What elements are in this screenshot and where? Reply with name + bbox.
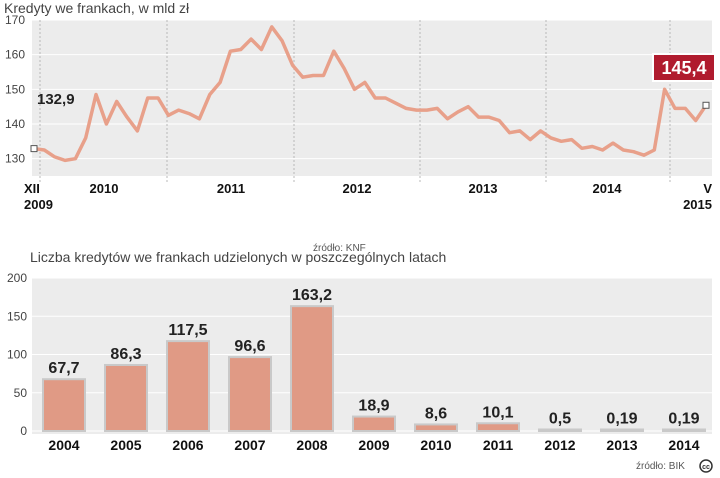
line-chart-y-tick-label: 170: [5, 13, 25, 27]
bar-chart-source: źródło: BIK: [636, 461, 685, 472]
bar-chart-value-label: 96,6: [234, 338, 265, 355]
bar-chart-bar: [290, 305, 334, 433]
bar-chart-bar: [352, 415, 396, 433]
line-chart-x-tick-label: 2013: [469, 181, 498, 196]
cc-icon: cc: [699, 459, 713, 473]
bar-chart: Liczba kredytów we frankach udzielonych …: [7, 249, 712, 472]
bar-chart-y-tick-label: 150: [7, 309, 27, 323]
bar-chart-x-tick-label: 2014: [668, 437, 699, 453]
bar-chart-x-tick-label: 2011: [483, 437, 514, 453]
line-chart-plot-area: [32, 20, 712, 176]
line-chart-y-tick-label: 130: [5, 152, 25, 166]
bar-chart-x-tick-label: 2013: [606, 437, 637, 453]
bar-chart-x-tick-label: 2009: [358, 437, 389, 453]
line-chart-source: źródło: KNF: [313, 243, 366, 254]
cc-badge-text: cc: [702, 464, 710, 471]
line-chart-x-tick-label: 2014: [593, 181, 623, 196]
bar-chart-bar: [476, 422, 520, 432]
line-chart-x-tick-label: 2011: [217, 181, 245, 196]
line-chart-x-tick-label: 2012: [343, 181, 372, 196]
bar-chart-value-label: 117,5: [168, 322, 207, 339]
bar-chart-x-tick-label: 2004: [48, 437, 79, 453]
bar-chart-title: Liczba kredytów we frankach udzielonych …: [30, 249, 446, 265]
bar-chart-value-label: 0,19: [606, 411, 637, 428]
bar-chart-y-tick-label: 200: [7, 271, 27, 285]
bar-chart-value-label: 0,5: [549, 411, 571, 428]
line-chart-start-value-label: 132,9: [37, 91, 75, 108]
bar-chart-x-tick-label: 2012: [544, 437, 575, 453]
line-chart-series-line: [32, 25, 708, 163]
bar-chart-bar: [42, 378, 86, 433]
bar-chart-x-tick-label: 2005: [110, 437, 141, 453]
line-chart-x-tick-sublabel: 2009: [24, 197, 53, 212]
line-chart-x-tick-label: V: [703, 181, 712, 196]
line-chart-end-value-badge: [652, 53, 716, 82]
line-chart: Kredyty we frankach, w mld zł 130 140 150 1…: [4, 0, 716, 254]
line-chart-end-marker: [702, 101, 710, 109]
bar-chart-bar: [104, 363, 148, 432]
line-chart-x-tick-label: 2010: [90, 181, 119, 196]
line-chart-x-tick-label: XII: [24, 181, 40, 196]
bar-chart-value-label: 67,7: [48, 360, 79, 377]
bar-chart-x-tick-label: 2007: [234, 437, 265, 453]
bar-chart-y-tick-label: 0: [20, 424, 27, 438]
bar-chart-bar: [166, 340, 210, 432]
bar-chart-bar: [538, 428, 582, 432]
bar-chart-bar: [600, 428, 644, 432]
line-chart-y-tick-label: 150: [5, 82, 25, 96]
bar-chart-value-label: 10,1: [482, 404, 513, 421]
bar-chart-value-label: 18,9: [358, 398, 389, 415]
bar-chart-x-tick-label: 2008: [296, 437, 327, 453]
bar-chart-bar: [414, 423, 458, 432]
bar-chart-bar: [662, 428, 706, 432]
bar-chart-value-label: 163,2: [292, 287, 332, 304]
bar-chart-value-label: 0,19: [668, 411, 699, 428]
line-chart-y-tick-label: 160: [5, 48, 25, 62]
bar-chart-x-tick-label: 2010: [420, 437, 451, 453]
line-chart-start-marker: [30, 145, 38, 153]
bar-chart-bar: [228, 356, 272, 433]
line-chart-x-tick-sublabel: 2015: [683, 197, 712, 212]
bar-chart-y-tick-label: 50: [14, 386, 28, 400]
bar-chart-x-tick-label: 2006: [172, 437, 203, 453]
line-chart-title: Kredyty we frankach, w mld zł: [4, 0, 190, 16]
bar-chart-value-label: 8,6: [425, 405, 447, 422]
bar-chart-y-tick-label: 100: [7, 348, 27, 362]
bar-chart-value-label: 86,3: [110, 346, 141, 363]
line-chart-end-value-label: 145,4: [661, 58, 706, 78]
line-chart-y-tick-label: 140: [5, 117, 25, 131]
